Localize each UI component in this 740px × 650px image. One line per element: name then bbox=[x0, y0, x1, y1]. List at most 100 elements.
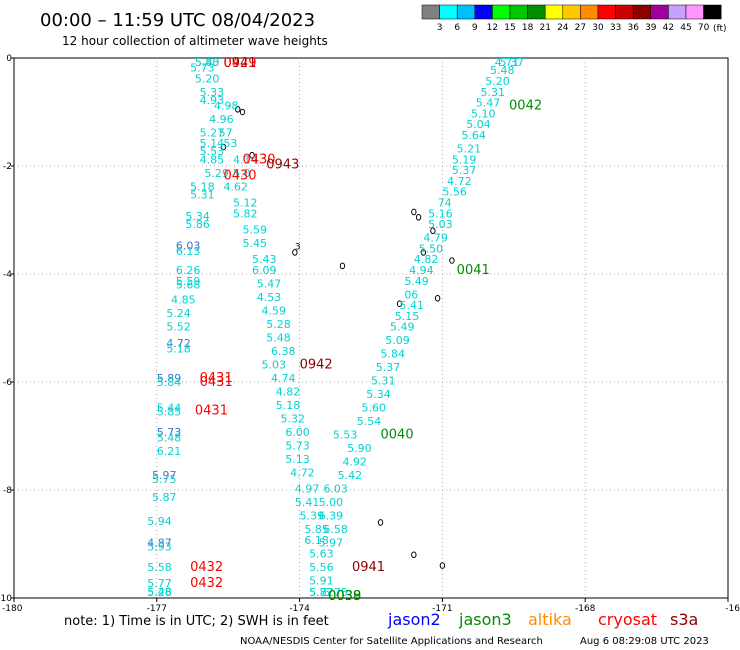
colorbar-tick-label: 3 bbox=[437, 23, 443, 33]
colorbar-tick-label: 6 bbox=[454, 23, 460, 33]
pass-time-label: 0429 bbox=[223, 56, 256, 71]
colorbar-swatch bbox=[456, 4, 476, 20]
pass-time-label: 0941 bbox=[223, 56, 256, 71]
swh-label: 74 bbox=[438, 197, 452, 210]
swh-label: 5.56 bbox=[442, 186, 467, 199]
swh-label: 5.49 bbox=[390, 321, 415, 334]
colorbar-tick-label: 24 bbox=[557, 23, 569, 33]
grid bbox=[14, 58, 728, 598]
pass-time-label: 0431 bbox=[200, 375, 233, 390]
colorbar-tick-label: 12 bbox=[487, 23, 498, 33]
swh-label: 5.33 bbox=[200, 86, 225, 99]
swh-label: 5.59 bbox=[242, 224, 266, 237]
swh-label: 5.31 bbox=[190, 188, 215, 201]
x-axis-ticks: -180 -177 -174 -171 -168 -16 bbox=[2, 598, 740, 614]
swh-label: 5.87 bbox=[152, 491, 177, 504]
colorbar-swatch bbox=[509, 4, 528, 20]
legend-entry-s3a: s3a bbox=[670, 610, 698, 629]
swh-label: 5.53 bbox=[333, 429, 358, 442]
y-tick-label: -4 bbox=[3, 270, 12, 280]
swh-label: 4.53 bbox=[257, 291, 282, 304]
colorbar-swatch bbox=[439, 4, 458, 20]
swh-label: 5.42 bbox=[338, 469, 363, 482]
swh-label: 5.48 bbox=[266, 332, 291, 345]
swh-label: 6.13 bbox=[176, 245, 201, 258]
swh-label: 4.82 bbox=[276, 386, 301, 399]
legend: jason2 jason3 altika cryosat s3a bbox=[387, 610, 698, 629]
swh-label: 5.77 bbox=[147, 577, 172, 590]
x-tick-label: -16 bbox=[725, 604, 740, 614]
swh-label: 5.41 bbox=[295, 496, 320, 509]
swh-label: 4.96 bbox=[209, 113, 234, 126]
swh-label: 5.09 bbox=[385, 334, 410, 347]
swh-label: 4.72 bbox=[447, 175, 472, 188]
colorbar-swatch bbox=[492, 4, 511, 20]
time-labels: 0941042904300943043000420041094204310431… bbox=[190, 56, 542, 604]
legend-entry-cryosat: cryosat bbox=[598, 610, 657, 629]
colorbar-tick-label: 39 bbox=[645, 23, 657, 33]
swh-label: 5.68 bbox=[176, 279, 201, 292]
swh-label: 5.97 bbox=[152, 469, 177, 482]
y-tick-label: -2 bbox=[3, 162, 12, 172]
swh-label: 5.43 bbox=[252, 253, 277, 266]
island-outline bbox=[339, 262, 346, 270]
swh-label: 5.54 bbox=[357, 415, 382, 428]
swh-label: 5.48 bbox=[157, 431, 182, 444]
swh-label: 6.38 bbox=[271, 345, 296, 358]
island-outline bbox=[420, 249, 427, 256]
swh-label: 5.18 bbox=[276, 399, 301, 412]
swh-label: 5.84 bbox=[157, 376, 182, 389]
pass-time-label: 0431 bbox=[200, 371, 233, 386]
pass-time-label: 0430 bbox=[242, 152, 275, 167]
colorbar-unit: (ft) bbox=[713, 24, 727, 34]
pass-time-label: 0039 bbox=[328, 589, 361, 604]
swh-label: 5.48 bbox=[147, 585, 172, 598]
swh-label: 06 bbox=[404, 288, 418, 301]
pass-time-label: 0038 bbox=[328, 589, 361, 604]
colorbar-tick-label: 9 bbox=[472, 23, 478, 33]
swh-label: 4.14 bbox=[233, 153, 258, 166]
pass-time-label: 0941 bbox=[352, 560, 385, 575]
swh-label: 5.73 bbox=[190, 62, 215, 75]
colorbar-tick-label: 33 bbox=[610, 23, 621, 33]
swh-label: 5.75 bbox=[152, 473, 177, 486]
pass-time-label: 0943 bbox=[266, 158, 299, 173]
x-tick-label: -171 bbox=[432, 604, 452, 614]
swh-label: 5.60 bbox=[361, 402, 386, 415]
swh-label: 5.83 bbox=[195, 56, 220, 69]
swh-label: 5.28 bbox=[147, 586, 172, 599]
swh-label: 4.87 bbox=[147, 537, 172, 550]
swh-label: 5.31 bbox=[480, 86, 505, 99]
swh-label: 5.48 bbox=[490, 64, 515, 77]
swh-label: 4.97 bbox=[295, 483, 320, 496]
swh-label: 5.12 bbox=[233, 197, 258, 210]
island-outline bbox=[415, 214, 422, 221]
island-label: 3 bbox=[295, 243, 301, 253]
colorbar-tick-label: 18 bbox=[522, 23, 534, 33]
swh-label: 5.13 bbox=[285, 453, 310, 466]
swh-label: 53 bbox=[223, 137, 237, 150]
colorbar-tick-label: 21 bbox=[539, 23, 550, 33]
swh-label: 6.18 bbox=[304, 534, 329, 547]
colorbar-tick-label: 42 bbox=[663, 23, 674, 33]
swh-label: 4.85 bbox=[200, 153, 225, 166]
footer-credit: NOAA/NESDIS Center for Satellite Applica… bbox=[240, 636, 543, 647]
chart-title: 00:00 – 11:59 UTC 08/04/2023 bbox=[40, 10, 315, 31]
x-tick-label: -180 bbox=[2, 604, 23, 614]
swh-label: 6.39 bbox=[319, 510, 344, 523]
swh-label: 5.14 bbox=[200, 137, 225, 150]
swh-label: 4.59 bbox=[262, 305, 287, 318]
swh-label: 5.19 bbox=[452, 153, 477, 166]
swh-label: 5.27 bbox=[200, 126, 225, 139]
swh-label: 5.73 bbox=[157, 426, 182, 439]
colorbar-swatch bbox=[650, 4, 669, 20]
island-outline bbox=[220, 143, 227, 151]
swh-label: 5.18 bbox=[166, 342, 191, 355]
swh-label: 5.37 bbox=[376, 361, 401, 374]
island-outline bbox=[434, 295, 441, 302]
swh-label: 5.18 bbox=[190, 180, 215, 193]
swh-label: 6.09 bbox=[252, 264, 277, 277]
colorbar-swatch bbox=[474, 4, 493, 20]
colorbar-swatch bbox=[562, 4, 581, 20]
